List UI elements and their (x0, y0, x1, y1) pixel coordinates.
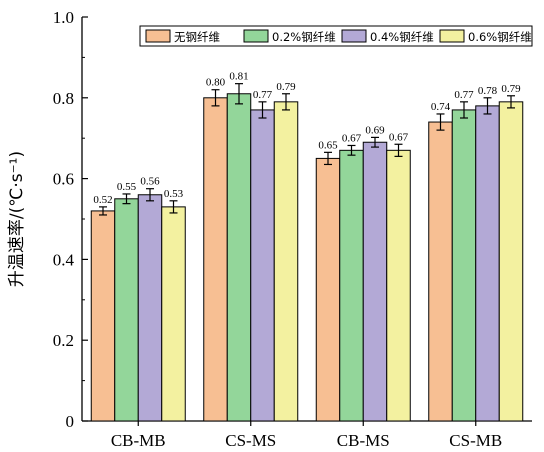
y-tick-label: 0.6 (53, 170, 74, 189)
x-category-label: CS-MB (449, 431, 502, 450)
bar (315, 157, 341, 422)
legend-box (139, 25, 533, 47)
y-axis: 0 0.2 0.4 0.6 0.8 1.0 (53, 8, 88, 431)
bar (90, 210, 116, 422)
y-tick-label: 0.4 (53, 250, 75, 269)
legend-label: 0.6%钢纤维 (468, 30, 532, 44)
data-label: 0.79 (276, 81, 296, 93)
data-label: 0.81 (229, 71, 248, 83)
data-label: 0.67 (342, 132, 362, 144)
legend-label: 0.4%钢纤维 (370, 30, 434, 44)
data-label: 0.78 (478, 85, 498, 97)
legend-swatch (341, 29, 367, 43)
data-label: 0.65 (318, 139, 338, 151)
bar (250, 109, 275, 422)
bar (226, 93, 252, 422)
data-label: 0.67 (389, 131, 409, 143)
data-label: 0.69 (365, 124, 385, 136)
data-label: 0.53 (164, 188, 184, 200)
legend-swatch (439, 29, 465, 43)
bar (339, 149, 364, 422)
x-category-label: CB-MB (111, 431, 166, 450)
x-axis: CB-MB CS-MS CB-MS CS-MB (82, 420, 532, 450)
legend-label: 0.2%钢纤维 (272, 30, 336, 44)
y-tick-label: 0.2 (53, 331, 74, 350)
legend-label: 无钢纤维 (174, 30, 220, 44)
bar (137, 194, 163, 422)
data-label: 0.56 (140, 176, 160, 188)
bar (161, 206, 186, 422)
bar (386, 149, 411, 422)
x-category-label: CS-MS (225, 431, 276, 450)
bar (428, 121, 453, 422)
legend-swatch (243, 29, 269, 43)
legend-swatch (145, 29, 171, 43)
x-category-label: CB-MS (337, 431, 390, 450)
y-axis-label: 升温速率/(℃·s⁻¹) (7, 151, 27, 287)
data-label: 0.52 (93, 194, 112, 206)
bars-group: 0.520.55 0.560.530.800.810.770.790.650.67… (90, 71, 524, 422)
y-tick-label: 0 (66, 412, 75, 431)
bar (114, 198, 139, 422)
bar (273, 101, 299, 422)
data-label: 0.77 (454, 89, 474, 101)
data-label: 0.55 (117, 181, 137, 193)
data-label: 0.77 (253, 89, 273, 101)
bar (451, 109, 477, 422)
y-tick-label: 1.0 (53, 8, 74, 27)
y-tick-label: 0.8 (53, 89, 74, 108)
data-label: 0.74 (431, 101, 451, 113)
bar (362, 141, 388, 422)
legend: 无钢纤维 0.2%钢纤维 0.4%钢纤维 0.6%钢纤维 (139, 25, 533, 47)
bar (498, 101, 524, 422)
bar (475, 105, 500, 422)
data-label: 0.79 (501, 83, 521, 95)
data-label: 0.80 (206, 77, 226, 89)
bar (203, 97, 228, 422)
